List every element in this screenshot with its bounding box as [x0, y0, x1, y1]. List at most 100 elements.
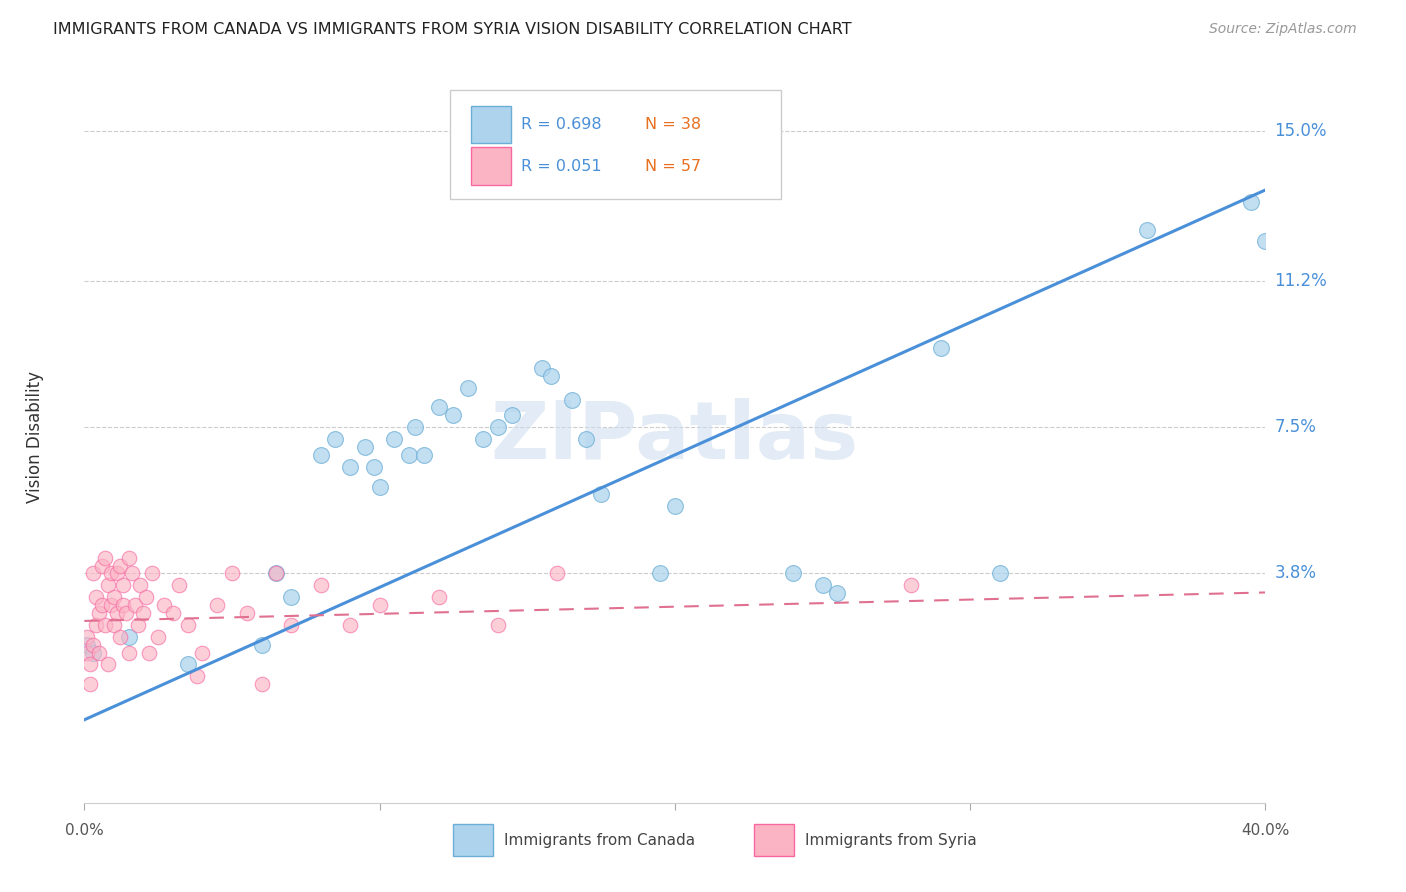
Point	[177, 657, 200, 672]
Point	[82, 638, 104, 652]
Point	[266, 566, 288, 581]
Point	[472, 432, 495, 446]
Point	[97, 578, 120, 592]
Text: 7.5%: 7.5%	[1274, 418, 1316, 436]
Point	[97, 657, 120, 672]
Point	[457, 381, 479, 395]
Point	[148, 630, 170, 644]
Point	[105, 566, 128, 581]
Text: Immigrants from Syria: Immigrants from Syria	[804, 832, 977, 847]
Point	[100, 598, 122, 612]
Point	[84, 591, 107, 605]
Point	[404, 420, 426, 434]
Point	[427, 401, 450, 415]
Point	[91, 598, 114, 612]
Text: Source: ZipAtlas.com: Source: ZipAtlas.com	[1209, 22, 1357, 37]
Point	[84, 618, 107, 632]
Point	[309, 578, 332, 592]
Point	[207, 598, 229, 612]
Point	[427, 591, 450, 605]
Point	[91, 558, 114, 573]
Point	[575, 432, 598, 446]
Point	[111, 578, 134, 592]
Point	[398, 448, 420, 462]
Point	[988, 566, 1011, 581]
Point	[339, 618, 361, 632]
Point	[105, 606, 128, 620]
Point	[124, 598, 146, 612]
Point	[129, 578, 152, 592]
Text: R = 0.698: R = 0.698	[522, 117, 602, 132]
Text: Vision Disability: Vision Disability	[25, 371, 44, 503]
FancyBboxPatch shape	[471, 106, 510, 143]
Point	[354, 440, 377, 454]
Point	[546, 566, 568, 581]
FancyBboxPatch shape	[450, 90, 782, 200]
Point	[167, 578, 190, 592]
Point	[94, 618, 117, 632]
Point	[118, 630, 141, 644]
Text: 11.2%: 11.2%	[1274, 272, 1327, 290]
Point	[413, 448, 436, 462]
Point	[111, 598, 134, 612]
FancyBboxPatch shape	[471, 147, 510, 185]
Point	[103, 618, 125, 632]
Point	[368, 598, 391, 612]
Point	[82, 566, 104, 581]
Point	[114, 606, 136, 620]
Point	[108, 558, 131, 573]
Point	[127, 618, 149, 632]
Point	[266, 566, 288, 581]
Point	[236, 606, 259, 620]
Point	[382, 432, 406, 446]
Point	[591, 487, 613, 501]
Point	[121, 566, 143, 581]
Point	[501, 409, 523, 423]
Point	[162, 606, 184, 620]
Point	[250, 638, 273, 652]
Point	[540, 368, 562, 383]
Point	[929, 341, 952, 355]
Point	[250, 677, 273, 691]
Point	[486, 618, 509, 632]
Point	[76, 630, 98, 644]
Point	[177, 618, 200, 632]
Point	[443, 409, 465, 423]
Point	[76, 646, 98, 660]
Point	[141, 566, 163, 581]
Point	[531, 360, 554, 375]
Text: 15.0%: 15.0%	[1274, 121, 1327, 140]
Text: ZIPatlas: ZIPatlas	[491, 398, 859, 476]
Point	[108, 630, 131, 644]
Point	[82, 646, 104, 660]
Point	[94, 550, 117, 565]
Text: N = 38: N = 38	[645, 117, 702, 132]
Point	[186, 669, 208, 683]
Point	[87, 646, 111, 660]
Point	[309, 448, 332, 462]
Text: R = 0.051: R = 0.051	[522, 159, 602, 174]
Point	[1240, 194, 1263, 209]
Text: Immigrants from Canada: Immigrants from Canada	[503, 832, 695, 847]
Point	[135, 591, 157, 605]
Text: 3.8%: 3.8%	[1274, 565, 1316, 582]
Point	[153, 598, 176, 612]
Point	[280, 618, 302, 632]
Point	[280, 591, 302, 605]
FancyBboxPatch shape	[754, 824, 794, 856]
Point	[325, 432, 347, 446]
Point	[221, 566, 243, 581]
Point	[79, 677, 101, 691]
Text: IMMIGRANTS FROM CANADA VS IMMIGRANTS FROM SYRIA VISION DISABILITY CORRELATION CH: IMMIGRANTS FROM CANADA VS IMMIGRANTS FRO…	[53, 22, 852, 37]
Point	[561, 392, 583, 407]
Text: N = 57: N = 57	[645, 159, 702, 174]
Point	[782, 566, 804, 581]
Point	[138, 646, 160, 660]
Point	[1254, 235, 1277, 249]
Point	[118, 550, 141, 565]
Point	[1136, 222, 1159, 236]
Point	[79, 657, 101, 672]
Point	[339, 459, 361, 474]
Point	[118, 646, 141, 660]
Point	[368, 479, 391, 493]
